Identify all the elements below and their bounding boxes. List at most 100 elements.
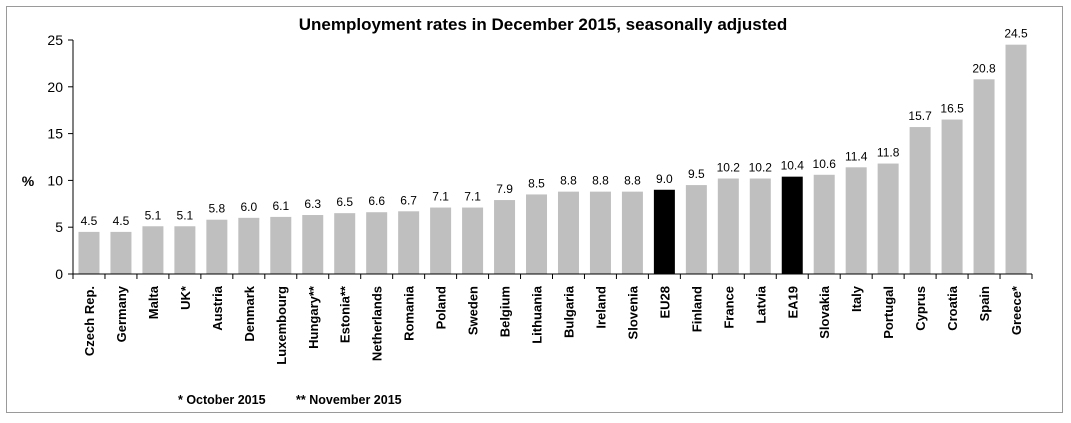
category-label: Greece*	[1009, 285, 1024, 335]
data-label: 16.5	[940, 102, 964, 116]
bar-finland	[685, 185, 707, 274]
data-label: 10.2	[717, 161, 741, 175]
category-label: Ireland	[593, 286, 608, 329]
y-axis: 0 5 10 15 20 25	[47, 32, 74, 282]
bar-greece	[1005, 44, 1027, 275]
category-label: Denmark	[242, 285, 257, 341]
bar-austria	[206, 219, 228, 274]
bar-germany	[110, 231, 132, 274]
data-label: 6.1	[272, 199, 289, 213]
bar-poland	[430, 207, 452, 274]
footnote-november: ** November 2015	[296, 393, 402, 407]
data-label: 8.8	[592, 174, 609, 188]
footnote-october: * October 2015	[178, 393, 266, 407]
bar-latvia	[749, 178, 771, 274]
category-label: Poland	[434, 286, 449, 329]
category-label: Slovenia	[625, 285, 640, 339]
data-label: 11.4	[845, 149, 868, 163]
data-label: 10.6	[813, 157, 837, 171]
category-label: Malta	[146, 285, 161, 319]
data-label: 8.8	[560, 174, 577, 188]
category-label: EA19	[785, 286, 800, 319]
data-label: 8.8	[624, 174, 641, 188]
data-label: 6.5	[336, 195, 353, 209]
bar-spain	[973, 79, 995, 274]
bar-denmark	[238, 217, 260, 274]
category-label: EU28	[657, 286, 672, 319]
data-label: 20.8	[972, 61, 996, 75]
bar-cyprus	[909, 127, 931, 274]
data-label: 7.9	[496, 182, 513, 196]
category-label: France	[721, 286, 736, 329]
bar-ireland	[589, 191, 611, 274]
data-label: 9.5	[688, 167, 705, 181]
y-tick-label: 20	[47, 79, 63, 95]
category-label: Netherlands	[370, 286, 385, 361]
bar-portugal	[877, 163, 899, 274]
bar-eu28	[653, 189, 675, 274]
bar-romania	[398, 211, 420, 274]
category-label: Estonia**	[338, 285, 353, 343]
category-label: UK*	[178, 285, 193, 310]
bar-slovakia	[813, 174, 835, 274]
y-axis-unit-label: %	[22, 173, 35, 189]
data-label: 4.5	[81, 214, 98, 228]
bar-uk	[174, 226, 196, 274]
category-label: Bulgaria	[561, 285, 576, 338]
data-label: 5.1	[177, 208, 194, 222]
data-label: 9.0	[656, 172, 673, 186]
category-label: Latvia	[753, 285, 768, 323]
category-label: Czech Rep.	[82, 286, 97, 356]
bar-czech-rep	[78, 231, 100, 274]
data-label: 7.1	[432, 190, 449, 204]
bar-malta	[142, 226, 164, 274]
bar-croatia	[941, 119, 963, 274]
data-label: 4.5	[113, 214, 130, 228]
category-label: Cyprus	[913, 286, 928, 331]
data-label: 6.3	[304, 197, 321, 211]
category-label: Hungary**	[306, 285, 321, 349]
category-label: Spain	[977, 286, 992, 321]
category-label: Croatia	[945, 285, 960, 331]
data-label: 15.7	[908, 109, 932, 123]
data-label: 6.0	[240, 200, 257, 214]
bar-lithuania	[526, 194, 548, 274]
bar-italy	[845, 167, 867, 274]
bar-luxembourg	[270, 216, 292, 274]
data-label: 7.1	[464, 190, 481, 204]
bar-hungary	[302, 215, 324, 274]
chart-title: Unemployment rates in December 2015, sea…	[299, 15, 787, 34]
y-tick-label: 0	[55, 266, 63, 282]
bar-netherlands	[366, 212, 388, 274]
data-label: 6.6	[368, 194, 385, 208]
bar-bulgaria	[557, 191, 579, 274]
category-label: Slovakia	[817, 285, 832, 339]
bar-estonia	[334, 213, 356, 274]
bar-france	[717, 178, 739, 274]
bar-belgium	[494, 200, 516, 274]
data-label: 6.7	[400, 193, 417, 207]
bars-group	[78, 44, 1027, 275]
category-label: Finland	[689, 286, 704, 332]
data-label: 5.1	[145, 208, 162, 222]
category-label: Portugal	[881, 286, 896, 339]
y-tick-label: 25	[47, 32, 63, 48]
bar-sweden	[462, 207, 484, 274]
category-label: Luxembourg	[274, 286, 289, 365]
y-tick-label: 5	[55, 219, 63, 235]
category-label: Belgium	[498, 286, 513, 337]
data-label: 24.5	[1004, 27, 1028, 41]
category-label: Germany	[114, 285, 129, 342]
category-label: Italy	[849, 285, 864, 312]
y-tick-label: 15	[47, 126, 63, 142]
category-label: Romania	[402, 285, 417, 341]
data-label: 10.4	[781, 159, 805, 173]
value-labels-group: 4.5 4.5 5.1 5.1 5.8 6.0 6.1 6.3 6.5 6.6 6.7 7.1 7.1 7…	[81, 27, 1028, 228]
category-labels-group: Czech Rep. Germany Malta UK* Austria Denmark L…	[82, 285, 1024, 365]
category-label: Sweden	[466, 286, 481, 335]
data-label: 5.8	[209, 202, 226, 216]
bar-ea19	[781, 176, 803, 274]
category-label: Austria	[210, 285, 225, 331]
bar-slovenia	[621, 191, 643, 274]
